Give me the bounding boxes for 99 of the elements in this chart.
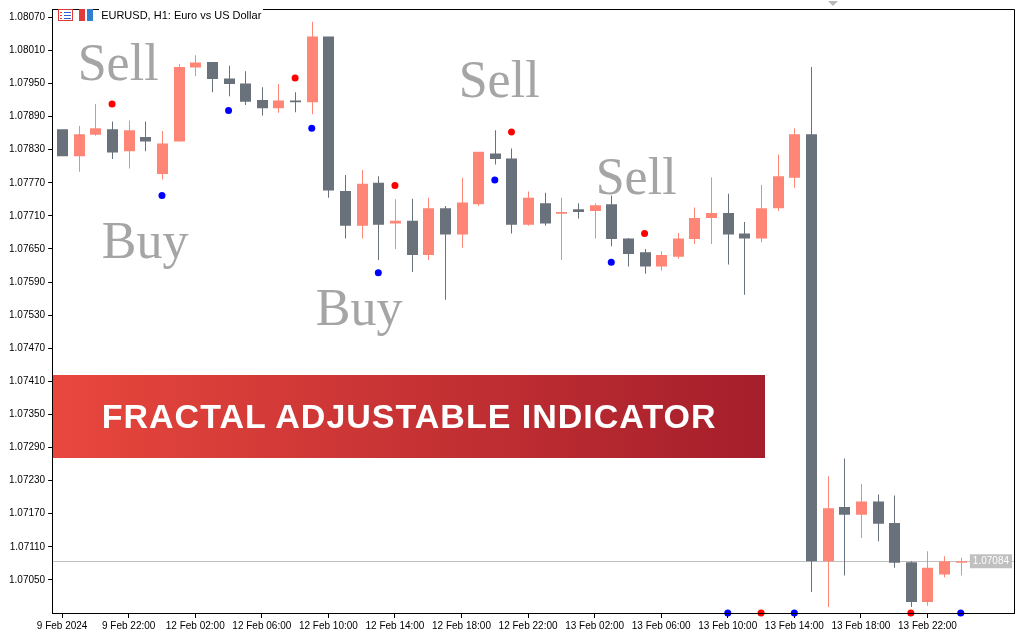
candlestick (407, 198, 418, 273)
candlestick (90, 103, 101, 136)
candlestick (656, 251, 667, 271)
y-tick-label: 1.08010 (8, 44, 46, 56)
candlestick (240, 71, 251, 105)
ref-line-label: 1.07084 (972, 554, 1010, 566)
candlestick (307, 21, 318, 115)
candlestick (506, 148, 517, 234)
candlestick (756, 184, 767, 243)
x-tick-label: 9 Feb 22:00 (102, 619, 156, 631)
candlestick (873, 494, 884, 542)
text: FRACTAL ADJUSTABLE INDICATOR (101, 397, 717, 436)
y-tick-label: 1.07830 (8, 143, 46, 155)
candlestick (540, 192, 551, 226)
point (491, 176, 499, 184)
point (308, 124, 316, 132)
candlestick (606, 195, 617, 247)
x-tick-label: 12 Feb 18:00 (432, 619, 492, 631)
y-tick-label: 1.07050 (8, 573, 46, 585)
point (225, 106, 233, 114)
x-tick-label: 13 Feb 02:00 (565, 619, 625, 631)
chart-subtitle: EURUSD, H1: Euro vs US Dollar (99, 9, 264, 21)
y-tick-label: 1.07530 (8, 308, 46, 320)
candlestick (706, 177, 717, 244)
candlestick (556, 197, 567, 260)
x-tick-label: 13 Feb 18:00 (831, 619, 891, 631)
candlestick (590, 203, 601, 239)
candlestick (57, 129, 68, 157)
candlestick (789, 128, 800, 188)
candlestick (673, 232, 684, 259)
candlestick (523, 191, 534, 226)
y-tick-label: 1.07650 (8, 242, 46, 254)
y-tick-label: 1.07770 (8, 176, 46, 188)
candlestick (174, 64, 185, 142)
candlestick (623, 237, 634, 267)
point (391, 182, 399, 190)
candlestick (839, 458, 850, 576)
candlestick (373, 176, 384, 260)
candlestick (956, 557, 967, 576)
candlestick (124, 120, 135, 169)
x-tick-label: 13 Feb 06:00 (631, 619, 692, 631)
candlestick (823, 476, 834, 607)
annotation: Buy (315, 279, 403, 336)
annotation: Sell (77, 34, 159, 91)
candlestick (340, 175, 351, 239)
point (374, 269, 382, 277)
candlestick (323, 36, 334, 198)
y-tick-label: 1.07350 (8, 408, 46, 420)
candlestick (157, 130, 168, 180)
candlestick (390, 199, 401, 249)
candlestick (257, 87, 268, 116)
y-tick-label: 1.07110 (9, 540, 46, 552)
y-tick-label: 1.07290 (8, 441, 46, 453)
candlestick (723, 193, 734, 265)
candlestick (922, 551, 933, 606)
annotation: Sell (595, 148, 677, 205)
y-tick-label: 1.07590 (8, 275, 46, 287)
candlestick (473, 151, 484, 206)
candlestick (906, 561, 917, 607)
y-tick-label: 1.07950 (8, 77, 46, 89)
candlestick (423, 197, 434, 260)
annotation: Buy (101, 212, 189, 269)
y-tick-label: 1.07170 (8, 507, 46, 519)
candlestick (939, 556, 950, 578)
candlestick (640, 248, 651, 274)
candlestick (357, 170, 368, 239)
candlestick (107, 121, 118, 160)
x-tick-label: 12 Feb 10:00 (298, 619, 359, 631)
point (507, 128, 515, 136)
y-tick-label: 1.07410 (8, 375, 46, 387)
x-tick-label: 12 Feb 22:00 (498, 619, 558, 631)
x-tick-label: 9 Feb 2024 (36, 619, 88, 631)
point (108, 100, 116, 108)
x-tick-label: 12 Feb 06:00 (232, 619, 292, 631)
candlestick (207, 61, 218, 93)
x-tick-label: 12 Feb 02:00 (165, 619, 226, 631)
x-tick-label: 13 Feb 14:00 (764, 619, 825, 631)
y-tick-label: 1.07710 (8, 209, 46, 221)
candlestick (773, 154, 784, 211)
x-tick-label: 13 Feb 10:00 (698, 619, 758, 631)
point (641, 230, 649, 237)
x-tick-label: 13 Feb 22:00 (898, 619, 958, 631)
candlestick (457, 177, 468, 248)
y-tick-label: 1.07470 (8, 341, 46, 353)
candlestick (889, 495, 900, 568)
candlestick (440, 205, 451, 300)
y-tick-label: 1.08070 (8, 11, 46, 23)
candlestick (689, 207, 700, 244)
annotation: Sell (458, 51, 540, 108)
x-tick-label: 12 Feb 14:00 (365, 619, 425, 631)
candlestick (74, 125, 85, 172)
point (291, 74, 299, 82)
point (158, 191, 166, 199)
candlestick (573, 203, 584, 219)
point (607, 258, 615, 266)
y-tick-label: 1.07890 (8, 110, 46, 122)
y-tick-label: 1.07230 (8, 474, 46, 486)
candlestick (806, 66, 817, 593)
candlestick (856, 483, 867, 538)
